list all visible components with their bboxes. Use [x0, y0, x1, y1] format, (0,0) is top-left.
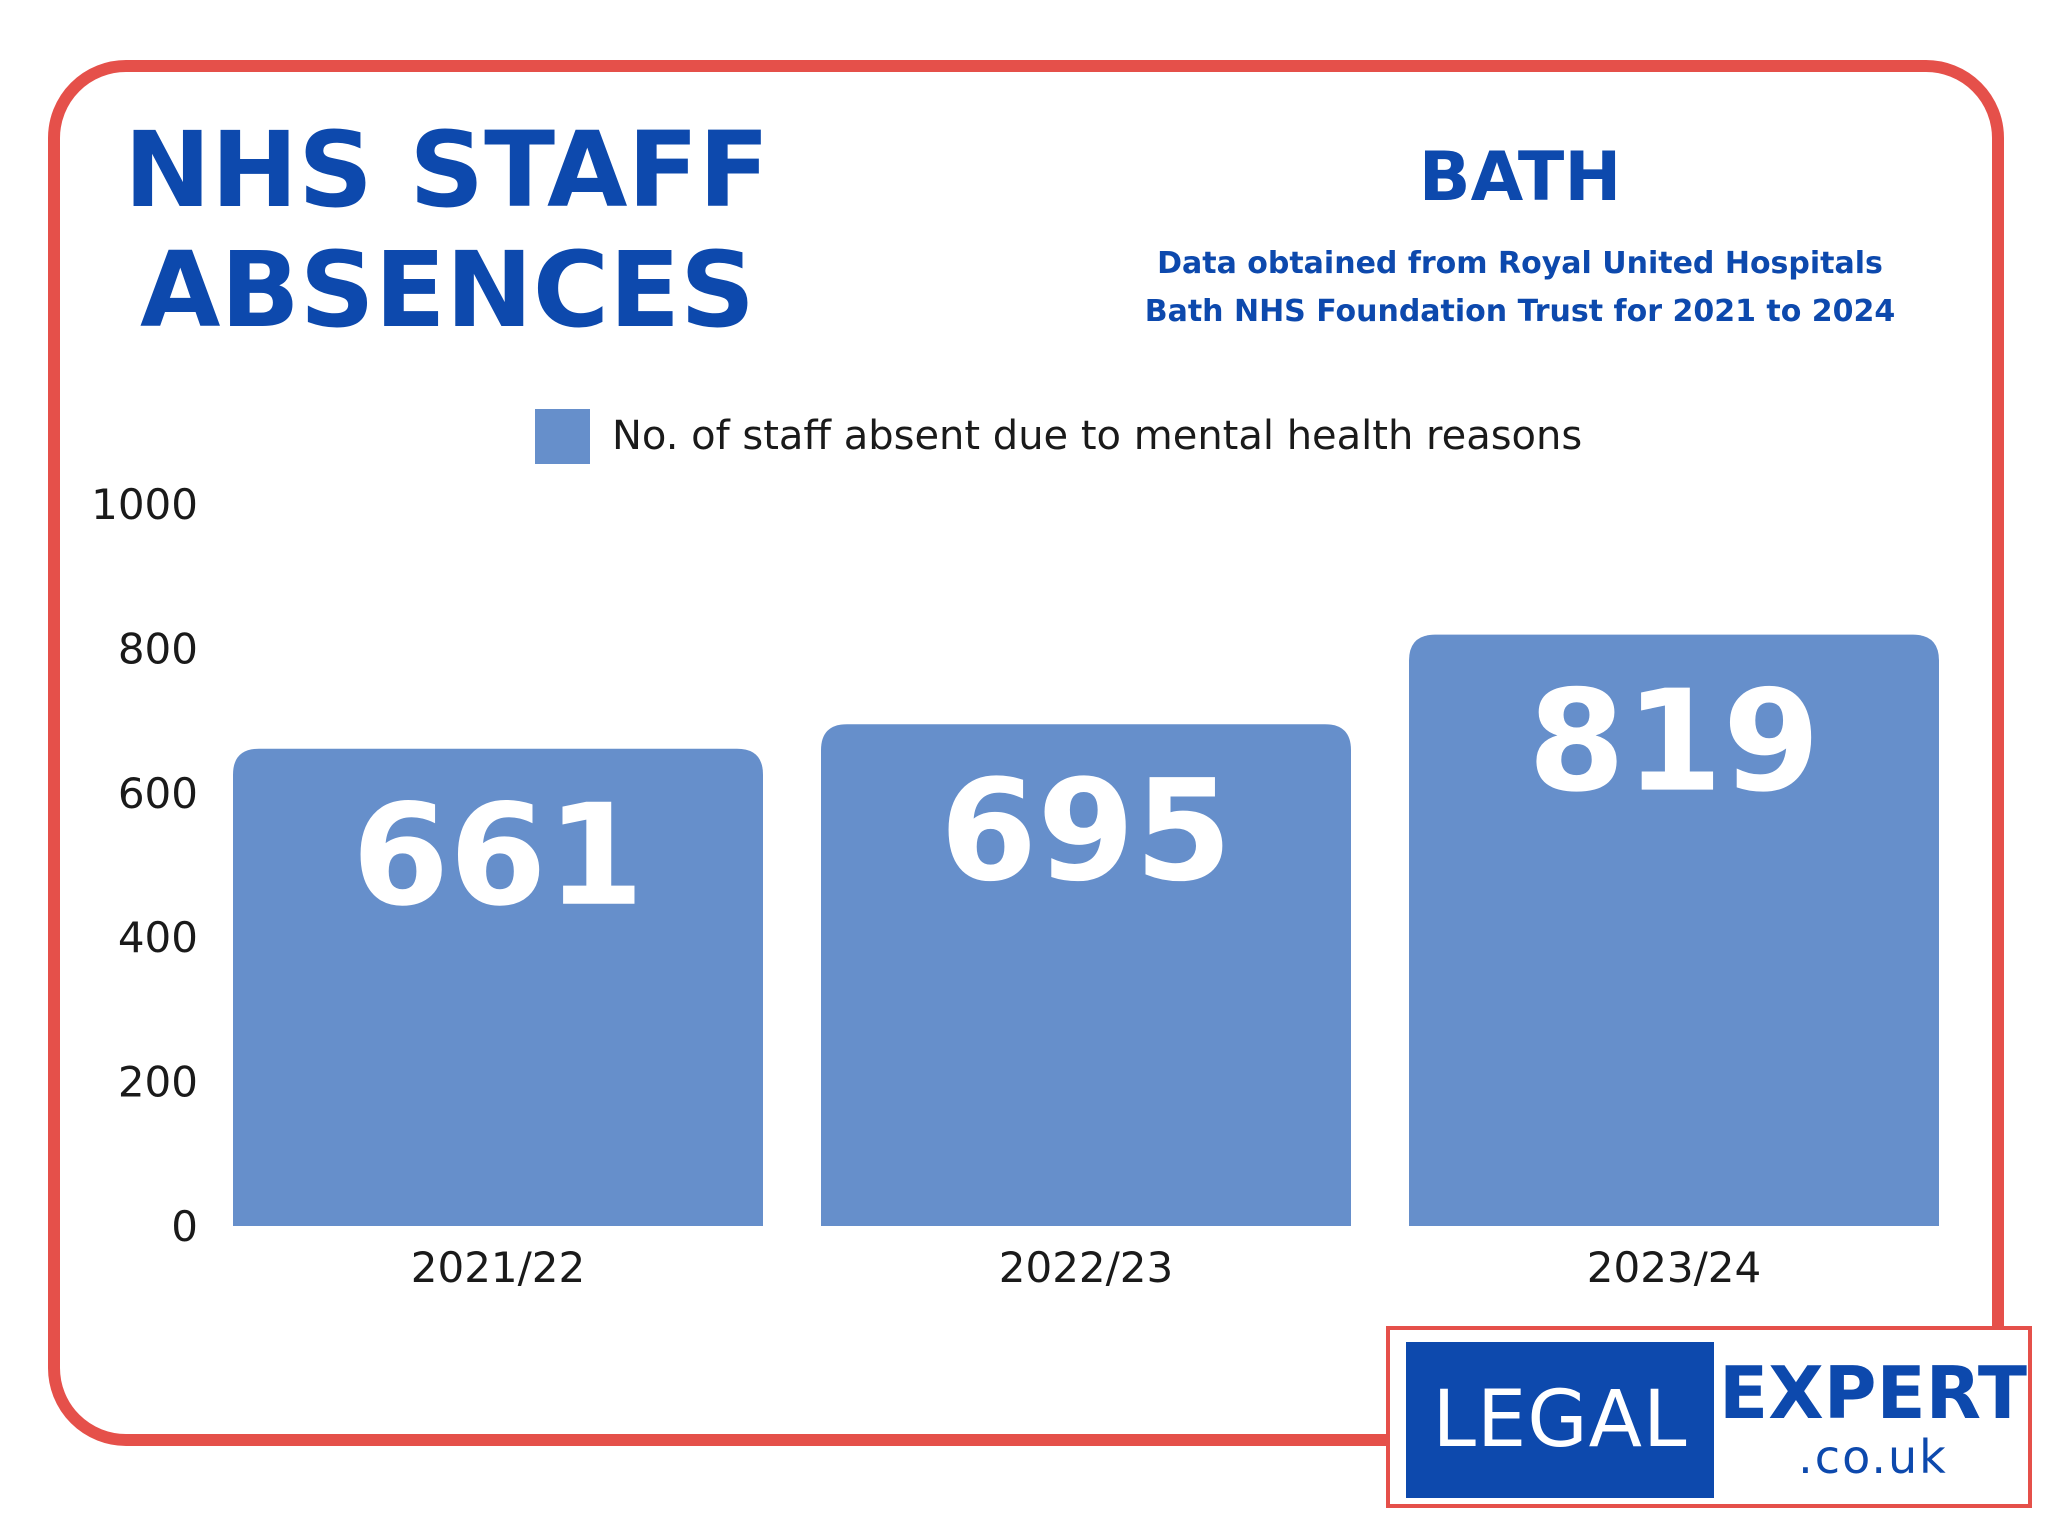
x-tick-label: 2022/23	[999, 1243, 1173, 1292]
y-tick-label: 0	[171, 1202, 198, 1251]
source-line-1: Data obtained from Royal United Hospital…	[1157, 246, 1883, 281]
source-note: Data obtained from Royal United Hospital…	[1100, 240, 1940, 336]
bar	[233, 748, 763, 1226]
y-tick-label: 1000	[91, 480, 198, 529]
chart-title: NHS STAFF ABSENCES	[124, 110, 784, 350]
bar-value-label: 661	[352, 775, 644, 938]
source-line-2: Bath NHS Foundation Trust for 2021 to 20…	[1144, 294, 1896, 329]
logo-right-block: EXPERT .co.uk	[1714, 1352, 2032, 1480]
chart-legend: No. of staff absent due to mental health…	[535, 408, 1582, 464]
legend-swatch	[535, 408, 590, 464]
logo-right-text: EXPERT	[1719, 1351, 2027, 1435]
bar-value-label: 695	[940, 750, 1232, 913]
bar	[821, 724, 1351, 1226]
bar-value-label: 819	[1528, 661, 1820, 824]
y-tick-label: 400	[118, 913, 198, 962]
y-tick-label: 600	[118, 769, 198, 818]
title-line-2: ABSENCES	[140, 229, 756, 351]
logo-suffix: .co.uk	[1798, 1430, 1948, 1484]
x-tick-label: 2023/24	[1587, 1243, 1761, 1292]
title-line-1: NHS STAFF	[124, 109, 770, 231]
logo-left-text: LEGAL	[1406, 1342, 1714, 1498]
y-tick-label: 800	[118, 624, 198, 673]
x-tick-label: 2021/22	[411, 1243, 585, 1292]
region-label: BATH	[1418, 138, 1622, 217]
y-tick-label: 200	[118, 1058, 198, 1107]
legend-label: No. of staff absent due to mental health…	[612, 413, 1583, 459]
legal-expert-logo: LEGAL EXPERT .co.uk	[1386, 1326, 2032, 1508]
bar	[1409, 634, 1939, 1226]
